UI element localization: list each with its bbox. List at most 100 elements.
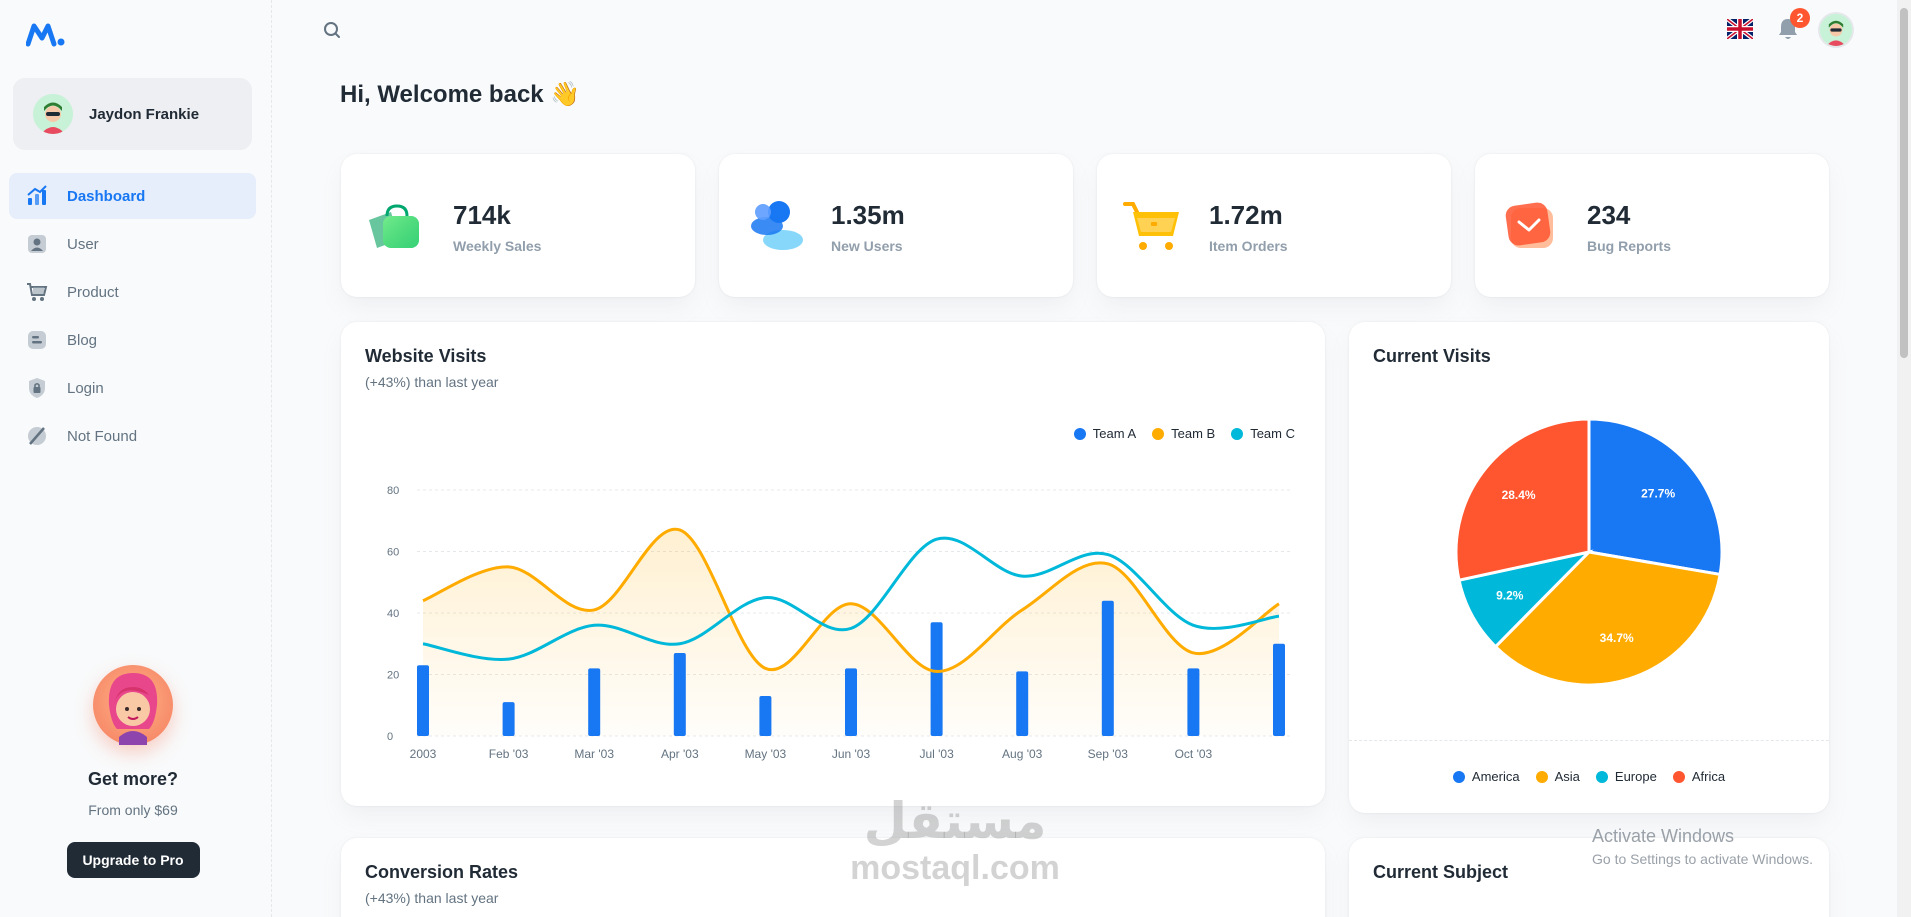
analytics-icon — [26, 185, 48, 207]
legend-label: Africa — [1691, 769, 1726, 784]
nav-item-login[interactable]: Login — [9, 365, 256, 411]
y-tick-label: 80 — [387, 485, 399, 497]
logo-icon[interactable] — [26, 20, 66, 48]
legend-item[interactable]: Team B — [1152, 426, 1215, 441]
legend-marker — [1231, 427, 1244, 440]
sidebar: Jaydon Frankie Dashboard User Product Bl… — [0, 0, 272, 917]
team-b-line — [422, 527, 1280, 673]
stat-value: 714k — [453, 200, 511, 230]
card-subtitle: (+43%) than last year — [365, 890, 499, 906]
x-tick-label: Oct '03 — [1175, 747, 1213, 761]
nav-menu: Dashboard User Product Blog Login — [9, 173, 256, 461]
avatar — [33, 94, 73, 134]
legend-item[interactable]: Team C — [1231, 426, 1295, 441]
legend-item[interactable]: Asia — [1535, 769, 1580, 784]
team-a-bar — [1273, 643, 1285, 736]
search-icon — [324, 22, 340, 38]
legend-label: America — [1471, 769, 1520, 784]
current-visits-pie-chart: 27.7% 34.7% 9.2% 28.4% — [1454, 417, 1724, 687]
account-avatar[interactable] — [1818, 12, 1854, 48]
users-icon — [751, 201, 803, 250]
legend-marker — [1595, 770, 1608, 783]
x-tick-label: May '03 — [745, 747, 787, 761]
nav-item-blog[interactable]: Blog — [9, 317, 256, 363]
team-a-bar — [502, 702, 515, 736]
stat-label: Item Orders — [1209, 238, 1288, 254]
nav-label: Blog — [67, 331, 98, 349]
y-tick-label: 40 — [387, 608, 399, 620]
website-visits-chart: 0 20 40 60 80 2003 Feb '03 Mar '03 Apr '03 May '0… — [387, 485, 1291, 761]
legend-label: Team A — [1092, 426, 1137, 441]
divider — [1349, 740, 1829, 741]
y-tick-label: 60 — [387, 547, 399, 559]
y-tick-label: 20 — [387, 670, 399, 682]
legend-label: Asia — [1554, 769, 1580, 784]
page-title: Hi, Welcome back 👋 — [340, 81, 581, 108]
stat-card-bug-reports: 234 Bug Reports — [1475, 154, 1829, 297]
stat-value: 1.35m — [831, 200, 905, 230]
current-subject-card: Current Subject — [1349, 838, 1829, 917]
language-button[interactable] — [1725, 17, 1755, 41]
shopping-bag-icon — [369, 204, 419, 248]
team-b-area — [423, 529, 1279, 736]
team-a-bar — [588, 668, 601, 736]
promo-title: Get more? — [87, 769, 179, 789]
nav-label: Product — [67, 283, 119, 301]
x-tick-label: Feb '03 — [489, 747, 529, 761]
account-name: Jaydon Frankie — [89, 105, 200, 123]
card-title: Current Subject — [1373, 862, 1509, 882]
stat-card-item-orders: 1.72m Item Orders — [1097, 154, 1451, 297]
chart-legend: Team A Team B Team C — [1058, 426, 1295, 441]
x-tick-label: Apr '03 — [661, 747, 699, 761]
page-scrollbar[interactable] — [1897, 0, 1911, 917]
notification-badge: 2 — [1790, 8, 1810, 28]
promo-illustration — [93, 665, 173, 745]
nav-label: Dashboard — [67, 187, 146, 205]
card-title: Conversion Rates — [365, 862, 519, 882]
search-button[interactable] — [320, 18, 344, 42]
stat-label: Weekly Sales — [453, 238, 542, 254]
team-a-bar — [759, 696, 772, 736]
lock-icon — [26, 377, 48, 399]
mail-icon — [1505, 202, 1553, 248]
legend-item[interactable]: America — [1452, 769, 1520, 784]
nav-item-dashboard[interactable]: Dashboard — [9, 173, 256, 219]
pie-slice — [1454, 417, 1591, 582]
stat-value: 1.72m — [1209, 200, 1283, 230]
pie-value-label: 9.2% — [1496, 589, 1524, 603]
nav-item-user[interactable]: User — [9, 221, 256, 267]
stat-card-weekly-sales: 714k Weekly Sales — [341, 154, 695, 297]
legend-label: Team C — [1250, 426, 1295, 441]
team-a-bar — [1187, 668, 1200, 736]
nav-item-not-found[interactable]: Not Found — [9, 413, 256, 459]
user-icon — [26, 233, 48, 255]
account-card[interactable]: Jaydon Frankie — [13, 78, 252, 150]
x-tick-label: Mar '03 — [574, 747, 614, 761]
team-a-bar — [930, 622, 943, 736]
card-subtitle: (+43%) than last year — [365, 374, 499, 390]
nav-item-product[interactable]: Product — [9, 269, 256, 315]
x-tick-label: Aug '03 — [1002, 747, 1043, 761]
pie-value-label: 28.4% — [1502, 488, 1536, 502]
shopping-cart-icon — [1123, 202, 1179, 250]
nav-label: User — [67, 235, 99, 253]
legend-item[interactable]: Team A — [1073, 426, 1137, 441]
x-tick-label: Jul '03 — [919, 747, 954, 761]
legend-marker — [1452, 770, 1465, 783]
stat-label: New Users — [831, 238, 903, 254]
upgrade-button[interactable]: Upgrade to Pro — [66, 842, 200, 878]
legend-label: Team B — [1171, 426, 1216, 441]
stat-card-new-users: 1.35m New Users — [719, 154, 1073, 297]
pie-value-label: 34.7% — [1600, 631, 1634, 645]
current-visits-card: Current Visits 27.7% 34.7% 9.2% 28.4% Ameri… — [1349, 322, 1829, 813]
legend-item[interactable]: Africa — [1672, 769, 1726, 784]
card-title: Current Visits — [1373, 346, 1491, 366]
legend-marker — [1535, 770, 1548, 783]
team-c-line — [422, 536, 1280, 662]
cart-icon — [26, 281, 48, 303]
scrollbar-thumb[interactable] — [1900, 8, 1908, 358]
stat-value: 234 — [1587, 200, 1631, 230]
team-a-bar — [1101, 600, 1114, 736]
legend-item[interactable]: Europe — [1595, 769, 1657, 784]
x-tick-label: Sep '03 — [1088, 747, 1129, 761]
